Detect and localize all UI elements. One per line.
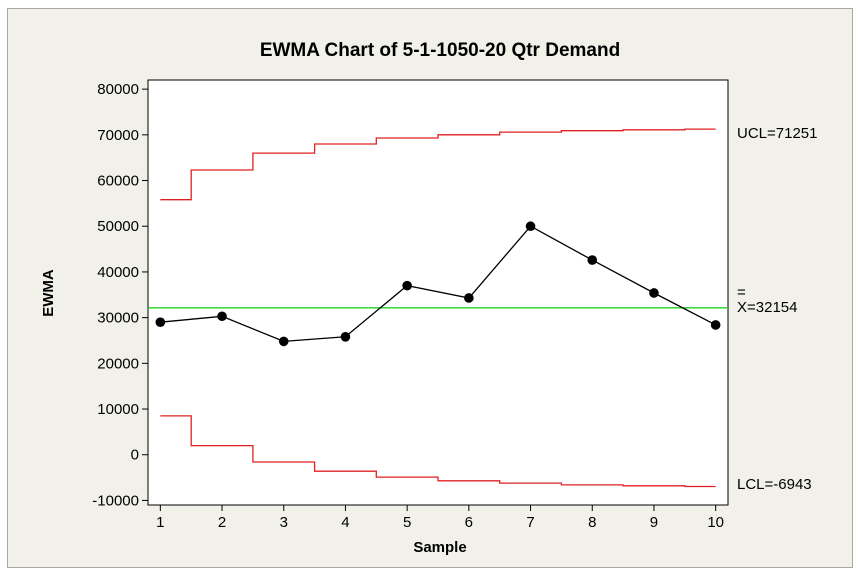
- ewma-line: [160, 225, 716, 343]
- ewma-point: [402, 280, 412, 291]
- lcl-step-line: [160, 415, 716, 488]
- chart-title: EWMA Chart of 5-1-1050-20 Qtr Demand: [260, 40, 620, 61]
- ewma-series-group: [155, 221, 721, 347]
- y-tick-label: 50000: [97, 218, 139, 235]
- ewma-point: [340, 332, 351, 342]
- x-tick-label: 10: [707, 514, 724, 531]
- ewma-point: [710, 320, 721, 330]
- ewma-point: [649, 288, 659, 298]
- y-tick-label: 60000: [97, 173, 139, 190]
- ewma-point: [525, 221, 536, 232]
- x-tick-label: 3: [280, 514, 288, 531]
- y-tick-label: 40000: [97, 264, 139, 281]
- y-tick-label: 20000: [97, 355, 139, 372]
- x-axis-label: Sample: [413, 539, 466, 556]
- ewma-point: [278, 336, 289, 347]
- ewma-point: [155, 317, 166, 328]
- x-tick-label: 6: [465, 514, 473, 531]
- y-tick-label: 0: [131, 447, 139, 464]
- ewma-point: [217, 311, 227, 322]
- limit-labels-group: UCL=71251 = X=32154 LCL=-6943: [737, 125, 817, 493]
- x-tick-label: 5: [403, 514, 411, 531]
- plot-area: [147, 79, 729, 506]
- x-tick-label: 7: [526, 514, 534, 531]
- axis-ticks: -10000 0 10000 20000 30000 40000 50000 60000 700…: [92, 81, 724, 531]
- ewma-point: [587, 255, 598, 265]
- x-tick-label: 2: [218, 514, 226, 531]
- y-tick-label: 10000: [97, 401, 139, 418]
- center-bar-label: =: [737, 284, 746, 301]
- control-limits-group: [160, 128, 716, 488]
- y-tick-label: 80000: [97, 81, 139, 98]
- x-tick-label: 9: [650, 514, 658, 531]
- ewma-point: [464, 293, 474, 303]
- y-tick-label: 30000: [97, 310, 139, 327]
- y-tick-label: 70000: [97, 127, 139, 144]
- y-tick-label: -10000: [92, 492, 139, 509]
- center-label: X=32154: [737, 299, 797, 316]
- x-tick-label: 8: [588, 514, 596, 531]
- x-tick-label: 1: [156, 514, 164, 531]
- ucl-label: UCL=71251: [737, 125, 817, 142]
- lcl-label: LCL=-6943: [737, 476, 812, 493]
- x-tick-label: 4: [341, 514, 349, 531]
- y-axis-label: EWMA: [40, 269, 57, 317]
- ucl-step-line: [160, 128, 716, 201]
